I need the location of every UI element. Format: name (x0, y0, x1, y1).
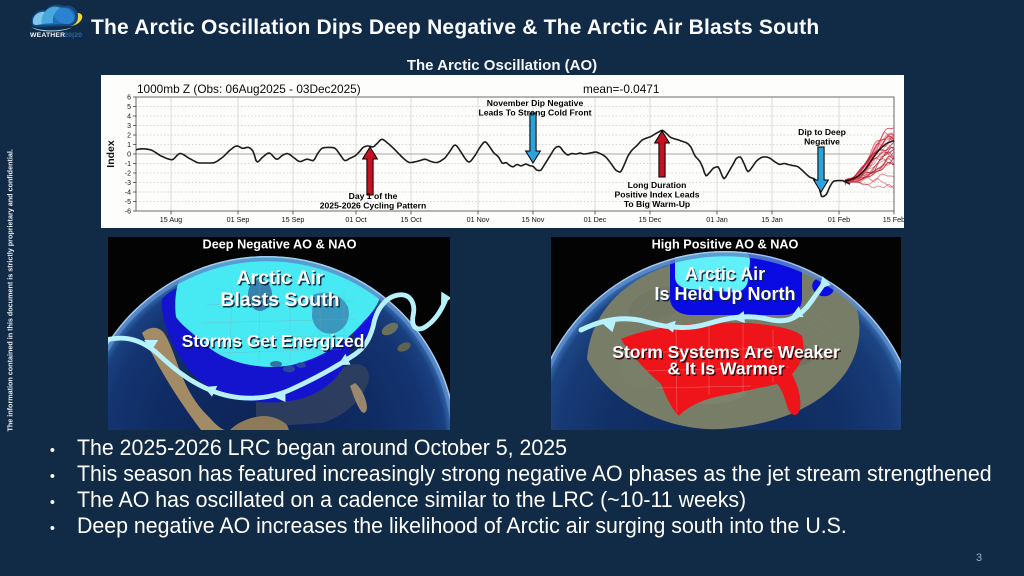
svg-text:15 Feb: 15 Feb (883, 215, 904, 224)
svg-text:15 Aug: 15 Aug (160, 215, 182, 224)
svg-text:20|20: 20|20 (64, 32, 82, 39)
svg-text:Leads To Strong Cold Front: Leads To Strong Cold Front (479, 108, 592, 118)
svg-text:Blasts South: Blasts South (222, 290, 341, 312)
svg-text:High Positive AO & NAO: High Positive AO & NAO (652, 238, 799, 252)
svg-text:01 Dec: 01 Dec (584, 215, 607, 224)
svg-text:Deep Negative AO & NAO: Deep Negative AO & NAO (203, 238, 357, 252)
svg-text:Arctic Air: Arctic Air (686, 265, 766, 285)
svg-text:High Positive AO & NAO: High Positive AO & NAO (652, 238, 799, 252)
svg-text:November Dip Negative: November Dip Negative (487, 98, 584, 108)
svg-text:6: 6 (127, 94, 131, 101)
svg-text:5: 5 (127, 104, 131, 111)
svg-text:-3: -3 (125, 180, 131, 187)
svg-text:WEATHER: WEATHER (30, 32, 65, 39)
svg-text:Positive Index Leads: Positive Index Leads (614, 190, 699, 200)
svg-text:Is Held Up North: Is Held Up North (654, 284, 795, 304)
svg-text:Arctic Air: Arctic Air (238, 268, 325, 290)
svg-text:15 Jan: 15 Jan (761, 215, 783, 224)
svg-text:Storms Get Energized: Storms Get Energized (182, 331, 365, 351)
svg-text:3: 3 (127, 123, 131, 130)
svg-text:Long Duration: Long Duration (628, 180, 687, 190)
svg-text:0: 0 (127, 151, 131, 158)
svg-text:-6: -6 (125, 208, 131, 215)
svg-text:15 Sep: 15 Sep (282, 215, 305, 224)
svg-text:To Big Warm-Up: To Big Warm-Up (624, 199, 690, 209)
svg-text:-5: -5 (125, 199, 131, 206)
svg-text:01 Oct: 01 Oct (345, 215, 366, 224)
svg-text:-1: -1 (125, 161, 131, 168)
svg-text:1: 1 (127, 142, 131, 149)
svg-text:15 Nov: 15 Nov (522, 215, 545, 224)
svg-text:15 Oct: 15 Oct (400, 215, 421, 224)
svg-text:Storms Get Energized: Storms Get Energized (183, 332, 366, 352)
svg-text:Storm Systems Are Weaker: Storm Systems Are Weaker (612, 342, 840, 362)
svg-text:& It Is Warmer: & It Is Warmer (669, 360, 786, 380)
svg-text:& It Is Warmer: & It Is Warmer (667, 359, 784, 379)
svg-text:Dip to Deep: Dip to Deep (798, 127, 846, 137)
svg-text:01 Sep: 01 Sep (227, 215, 250, 224)
svg-text:Deep Negative AO & NAO: Deep Negative AO & NAO (203, 238, 357, 252)
svg-text:2025-2026 Cycling Pattern: 2025-2026 Cycling Pattern (320, 201, 427, 211)
svg-text:Storm Systems Are Weaker: Storm Systems Are Weaker (613, 343, 841, 363)
svg-text:15 Dec: 15 Dec (639, 215, 662, 224)
svg-text:1000mb Z (Obs: 06Aug2025 - 03D: 1000mb Z (Obs: 06Aug2025 - 03Dec2025) (137, 82, 361, 96)
svg-text:01 Jan: 01 Jan (706, 215, 728, 224)
svg-text:Index: Index (105, 140, 117, 168)
svg-text:-4: -4 (125, 189, 131, 196)
svg-text:-2: -2 (125, 170, 131, 177)
svg-text:4: 4 (127, 113, 131, 120)
svg-text:Arctic Air: Arctic Air (236, 267, 323, 289)
svg-text:01 Feb: 01 Feb (828, 215, 850, 224)
svg-text:Blasts South: Blasts South (220, 289, 339, 311)
svg-text:Day 1 of the: Day 1 of the (349, 191, 398, 201)
svg-text:mean=-0.0471: mean=-0.0471 (583, 82, 659, 96)
svg-text:Negative: Negative (804, 137, 840, 147)
svg-text:01 Nov: 01 Nov (467, 215, 490, 224)
svg-text:2: 2 (127, 132, 131, 139)
svg-text:Is Held Up North: Is Held Up North (656, 285, 797, 305)
svg-text:Arctic Air: Arctic Air (685, 264, 765, 284)
